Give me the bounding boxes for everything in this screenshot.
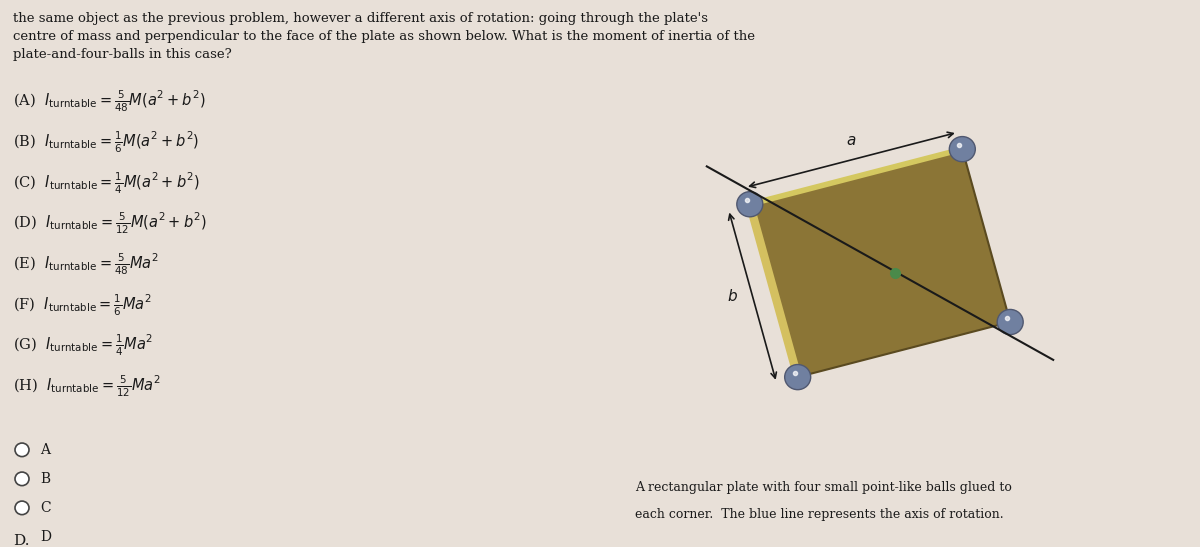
Text: the same object as the previous problem, however a different axis of rotation: g: the same object as the previous problem,… [13, 11, 755, 61]
Text: (D)  $I_{\mathrm{turntable}} = \frac{5}{12}M(a^2 + b^2)$: (D) $I_{\mathrm{turntable}} = \frac{5}{1… [13, 211, 206, 236]
Text: (E)  $I_{\mathrm{turntable}} = \frac{5}{48}Ma^2$: (E) $I_{\mathrm{turntable}} = \frac{5}{4… [13, 252, 158, 277]
Text: D.: D. [13, 534, 30, 547]
Text: each corner.  The blue line represents the axis of rotation.: each corner. The blue line represents th… [635, 508, 1003, 521]
Text: (A)  $I_{\mathrm{turntable}} = \frac{5}{48}M(a^2 + b^2)$: (A) $I_{\mathrm{turntable}} = \frac{5}{4… [13, 89, 205, 114]
Circle shape [949, 137, 976, 162]
Circle shape [785, 364, 811, 389]
Text: (F)  $I_{\mathrm{turntable}} = \frac{1}{6}Ma^2$: (F) $I_{\mathrm{turntable}} = \frac{1}{6… [13, 292, 151, 317]
Text: C: C [40, 501, 50, 515]
Text: $b$: $b$ [726, 288, 738, 304]
Circle shape [737, 191, 763, 217]
Circle shape [997, 310, 1024, 335]
Circle shape [14, 472, 29, 486]
Text: (H)  $I_{\mathrm{turntable}} = \frac{5}{12}Ma^2$: (H) $I_{\mathrm{turntable}} = \frac{5}{1… [13, 374, 161, 399]
Text: B: B [40, 472, 50, 486]
Text: $a$: $a$ [846, 134, 857, 148]
Text: (B)  $I_{\mathrm{turntable}} = \frac{1}{6}M(a^2 + b^2)$: (B) $I_{\mathrm{turntable}} = \frac{1}{6… [13, 130, 199, 155]
Text: (C)  $I_{\mathrm{turntable}} = \frac{1}{4}M(a^2 + b^2)$: (C) $I_{\mathrm{turntable}} = \frac{1}{4… [13, 170, 200, 196]
Text: D: D [40, 530, 50, 544]
Circle shape [14, 501, 29, 515]
Text: A: A [40, 443, 50, 457]
Text: A rectangular plate with four small point-like balls glued to: A rectangular plate with four small poin… [635, 481, 1012, 494]
Text: (G)  $I_{\mathrm{turntable}} = \frac{1}{4}Ma^2$: (G) $I_{\mathrm{turntable}} = \frac{1}{4… [13, 333, 154, 358]
Polygon shape [750, 149, 1010, 377]
Circle shape [14, 530, 29, 544]
Circle shape [14, 443, 29, 457]
